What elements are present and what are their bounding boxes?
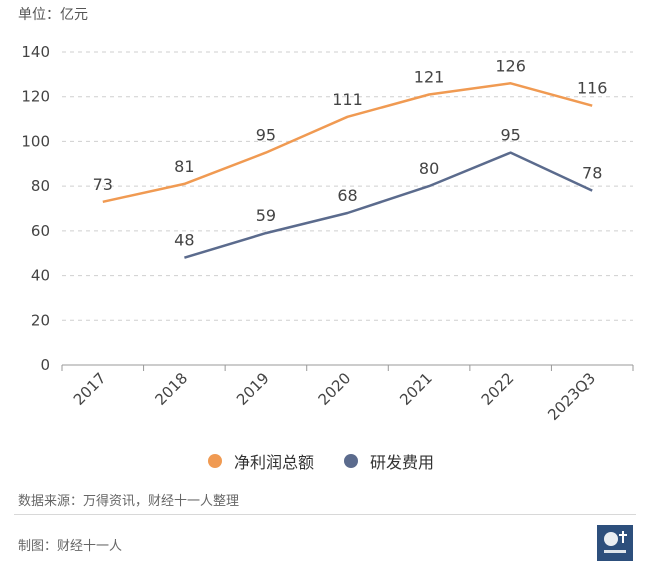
data-label-rnd: 80	[419, 159, 439, 178]
grid-lines	[62, 51, 633, 321]
data-label-profit: 95	[256, 126, 276, 145]
x-tick-label: 2023Q3	[544, 369, 599, 424]
data-label-profit: 81	[174, 157, 194, 176]
divider	[14, 514, 636, 515]
legend-label-profit: 净利润总额	[234, 453, 315, 472]
y-tick-label: 0	[40, 356, 50, 374]
y-tick-label: 20	[31, 311, 50, 329]
x-tick-label: 2019	[233, 369, 273, 409]
data-label-profit: 73	[93, 175, 113, 194]
data-label-rnd: 68	[337, 186, 357, 205]
series-layer	[102, 82, 593, 259]
data-labels: 73 81 95 111 121 126 116 48 59 68 80 95 78	[93, 56, 608, 249]
x-tick-label: 2021	[396, 369, 436, 409]
legend-label-rnd: 研发费用	[370, 453, 435, 472]
x-tick-label: 2022	[478, 369, 518, 409]
line-chart: 0 20 40 60 80 100 120 140 2017 2018 2019 2020 2021 20…	[21, 43, 634, 424]
y-tick-label: 100	[21, 132, 50, 150]
y-tick-label: 120	[21, 88, 50, 106]
y-tick-label: 140	[21, 43, 50, 61]
legend-marker-rnd	[344, 454, 359, 468]
y-tick-label: 40	[31, 267, 50, 285]
data-label-rnd: 78	[582, 164, 602, 183]
data-label-rnd: 95	[500, 126, 520, 145]
chart-maker: 制图：财经十一人	[18, 539, 123, 554]
data-label-rnd: 48	[174, 231, 194, 250]
legend: 净利润总额 研发费用	[208, 449, 464, 473]
y-tick-label: 60	[31, 222, 50, 240]
data-label-profit: 116	[577, 79, 608, 98]
data-label-profit: 111	[332, 90, 363, 109]
legend-marker-profit	[208, 454, 222, 468]
x-tick-label: 2018	[151, 369, 191, 409]
series-line-profit	[102, 82, 593, 204]
x-tick-label: 2020	[315, 369, 355, 409]
series-line-rnd	[184, 151, 593, 259]
y-tick-label: 80	[31, 177, 50, 195]
seal-logo-icon	[597, 525, 633, 561]
data-source: 数据来源：万得资讯，财经十一人整理	[18, 494, 240, 509]
unit-label: 单位：亿元	[18, 7, 88, 23]
axes: 0 20 40 60 80 100 120 140 2017 2018 2019 2020 2021 20…	[21, 43, 634, 424]
data-label-rnd: 59	[256, 206, 276, 225]
data-label-profit: 121	[414, 67, 445, 86]
x-tick-label: 2017	[70, 369, 110, 409]
legend-item-rnd: 研发费用	[344, 449, 434, 473]
data-label-profit: 126	[495, 56, 526, 75]
legend-item-profit: 净利润总额	[208, 449, 314, 473]
